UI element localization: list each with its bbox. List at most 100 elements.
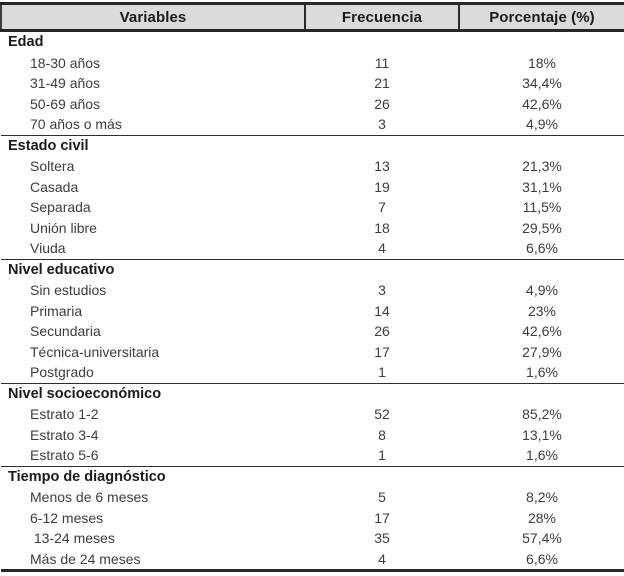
section-title: Tiempo de diagnóstico (1, 465, 624, 487)
percentage-value: 4,9% (526, 116, 558, 132)
table-row: Casada 19 31,1% (1, 177, 624, 198)
table-row: 50-69 años 26 42,6% (1, 94, 624, 115)
section-title-row: Nivel socioeconómico (1, 382, 624, 404)
variable-label: Estrato 3-4 (30, 426, 99, 443)
percentage-value: 85,2% (522, 406, 562, 422)
table-row: Primaria 14 23% (1, 301, 624, 322)
table-row: Estrato 5-6 1 1,6% (1, 445, 624, 466)
percentage-value: 6,6% (459, 548, 624, 572)
percentage-value: 57,4% (522, 530, 562, 546)
frequency-value: 13 (374, 158, 390, 174)
frequency-value: 17 (374, 509, 390, 526)
frequency-value: 19 (374, 178, 390, 195)
frequency-value: 26 (374, 95, 390, 112)
table-row: Secundaria 26 42,6% (1, 321, 624, 342)
table-row: Menos de 6 meses 5 8,2% (1, 487, 624, 508)
section-title-row: Edad (1, 31, 624, 53)
frequency-value: 3 (378, 282, 386, 298)
table-row: Separada 7 11,5% (1, 197, 624, 218)
variable-label: Estrato 1-2 (30, 406, 99, 422)
variable-label: Unión libre (30, 219, 97, 236)
frequency-value: 52 (374, 406, 390, 422)
table-row: Técnica-universitaria 17 27,9% (1, 342, 624, 363)
variable-label: Estrato 5-6 (30, 447, 99, 463)
section-title: Nivel educativo (1, 258, 624, 280)
variable-label: Sin estudios (30, 282, 107, 298)
percentage-value: 42,6% (522, 95, 562, 112)
percentage-value: 23% (527, 302, 557, 319)
percentage-value: 13,1% (522, 426, 562, 443)
variable-label: Técnica-universitaria (30, 343, 160, 360)
frequency-value: 4 (305, 548, 459, 572)
variable-label: Viuda (30, 240, 66, 256)
percentage-value: 34,4% (522, 75, 562, 91)
variable-label: 6-12 meses (30, 509, 104, 526)
table-row: Soltera 13 21,3% (1, 156, 624, 177)
percentage-value: 18% (527, 54, 557, 71)
frequency-value: 1 (378, 447, 386, 463)
frequency-value: 5 (378, 489, 386, 505)
frequency-value: 7 (378, 199, 386, 215)
percentage-value: 11,5% (522, 199, 562, 215)
table-header: Variables Frecuencia Porcentaje (%) (0, 2, 624, 32)
table-row: Estrato 3-4 8 13,1% (1, 425, 624, 446)
table-row: 13-24 meses 35 57,4% (1, 528, 624, 549)
col-header-variables: Variables (0, 2, 305, 32)
table-row: 6-12 meses 17 28% (1, 508, 624, 529)
col-header-frecuencia: Frecuencia (304, 2, 459, 32)
percentage-value: 28% (527, 509, 557, 526)
percentage-value: 42,6% (522, 323, 562, 339)
percentage-value: 1,6% (526, 447, 558, 463)
percentage-value: 27,9% (522, 343, 562, 360)
frequency-value: 14 (374, 302, 390, 319)
table-row: Viuda 4 6,6% (1, 238, 624, 259)
variable-label: Casada (30, 178, 79, 195)
table-row: 31-49 años 21 34,4% (1, 73, 624, 94)
table-row: Más de 24 meses 4 6,6% (1, 548, 624, 572)
variable-label: 18-30 años (30, 54, 101, 71)
section-title: Estado civil (1, 134, 624, 156)
variable-label: 70 años o más (30, 116, 122, 132)
table-row: Sin estudios 3 4,9% (1, 280, 624, 301)
variable-label: Menos de 6 meses (30, 489, 149, 505)
variable-label: 50-69 años (30, 95, 101, 112)
variable-label: 31-49 años (30, 75, 101, 91)
percentage-value: 31,1% (522, 178, 562, 195)
table-row: Postgrado 1 1,6% (1, 362, 624, 383)
table-row: Unión libre 18 29,5% (1, 218, 624, 239)
percentage-value: 29,5% (522, 219, 562, 236)
variable-label: Primaria (30, 302, 83, 319)
percentage-value: 6,6% (526, 240, 558, 256)
frequency-value: 17 (374, 343, 390, 360)
table-body: Edad 18-30 años 11 18% 31-49 años 21 34,4% 50-6… (1, 31, 624, 572)
frequency-value: 26 (374, 323, 390, 339)
frequency-value: 35 (374, 530, 390, 546)
header-row: Variables Frecuencia Porcentaje (%) (0, 2, 624, 32)
frequency-value: 11 (374, 54, 390, 71)
section-title: Edad (8, 34, 44, 50)
variable-label: Soltera (30, 158, 75, 174)
frequency-value: 3 (378, 116, 386, 132)
frequency-value: 21 (374, 75, 390, 91)
table-row: 70 años o más 3 4,9% (1, 114, 624, 135)
variable-label: Separada (30, 199, 91, 215)
frequency-value: 4 (378, 240, 386, 256)
variable-label: Más de 24 meses (1, 548, 305, 572)
frequency-value: 1 (378, 364, 386, 380)
percentage-value: 8,2% (526, 489, 558, 505)
variable-label: Postgrado (30, 364, 94, 380)
variable-label: Secundaria (30, 323, 101, 339)
frequency-value: 18 (374, 219, 390, 236)
frequency-value: 8 (378, 426, 386, 443)
section-title: Nivel socioeconómico (1, 382, 624, 404)
section-title-row: Tiempo de diagnóstico (1, 465, 624, 487)
percentage-value: 21,3% (522, 158, 562, 174)
section-title-row: Estado civil (1, 134, 624, 156)
section-title-row: Nivel educativo (1, 258, 624, 280)
percentage-value: 1,6% (526, 364, 558, 380)
table-row: Estrato 1-2 52 85,2% (1, 404, 624, 425)
percentage-value: 4,9% (526, 282, 558, 298)
variable-label: 13-24 meses (30, 530, 115, 546)
